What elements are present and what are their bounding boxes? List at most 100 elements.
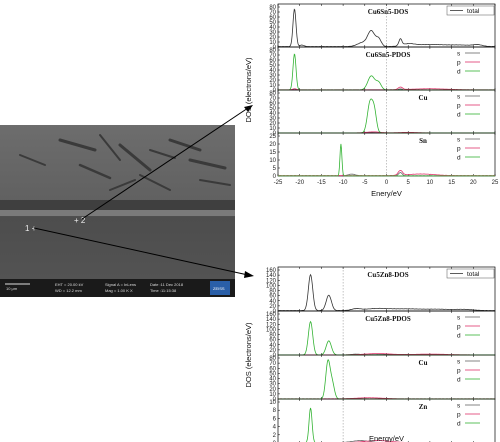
legend-entry-total: total bbox=[467, 271, 480, 278]
y-tick-label: 40 bbox=[269, 343, 276, 349]
x-axis-label: Energy/eV bbox=[369, 434, 404, 442]
y-tick-label: 0 bbox=[273, 88, 277, 94]
y-tick-label: 20 bbox=[269, 121, 276, 127]
sem-info-2b: Mag = 1.00 K X bbox=[105, 288, 133, 293]
y-tick-label: 100 bbox=[266, 283, 277, 289]
y-tick-label: 80 bbox=[269, 356, 276, 362]
callout-arrows bbox=[33, 105, 254, 278]
arrow-head-cu5zn8 bbox=[244, 271, 254, 278]
legend-entry-s: s bbox=[457, 137, 461, 144]
series-line-d bbox=[305, 407, 316, 442]
series-line-d bbox=[277, 143, 496, 177]
panel-label: Cu bbox=[419, 94, 428, 102]
y-tick-label: 8 bbox=[273, 408, 277, 414]
y-tick-label: 20 bbox=[269, 348, 276, 354]
y-tick-label: 60 bbox=[269, 15, 276, 21]
y-tick-label: 80 bbox=[269, 48, 276, 54]
legend-entry-d: d bbox=[457, 333, 461, 340]
y-tick-label: 5 bbox=[273, 166, 277, 172]
panel-label: Cu6Sn5-PDOS bbox=[366, 51, 411, 59]
sem-micrograph: 1 + + 2 10 μm EHT = 20.00 kV WD = 12.2 m… bbox=[0, 125, 235, 297]
y-tick-label: 30 bbox=[269, 116, 276, 122]
panel-zn: 0 2 4 6 8 10 Zn spd bbox=[269, 398, 496, 442]
y-tick-label: 0 bbox=[273, 45, 277, 51]
y-tick-label: 40 bbox=[269, 299, 276, 305]
series-line-d bbox=[277, 359, 495, 400]
legend-entry-d: d bbox=[457, 112, 461, 119]
y-tick-label: 160 bbox=[266, 312, 277, 318]
y-tick-label: 30 bbox=[269, 382, 276, 388]
y-tick-label: 4 bbox=[273, 425, 277, 431]
y-tick-label: 140 bbox=[266, 317, 277, 323]
y-tick-label: 80 bbox=[269, 5, 276, 11]
y-tick-label: 10 bbox=[269, 392, 276, 398]
legend-entry-p: p bbox=[457, 103, 461, 110]
zeiss-logo-text: ZEISS bbox=[213, 286, 225, 291]
sem-info-3a: Date :11 Dec 2018 bbox=[150, 282, 184, 287]
y-tick-label: 0 bbox=[273, 397, 277, 403]
y-tick-label: 70 bbox=[269, 96, 276, 102]
series-line-d bbox=[277, 98, 496, 134]
legend-box bbox=[446, 5, 495, 16]
y-tick-label: 10 bbox=[269, 126, 276, 132]
sem-info-2a: Signal A = InLens bbox=[105, 282, 136, 287]
sem-interface bbox=[0, 210, 235, 216]
y-tick-label: 10 bbox=[269, 83, 276, 89]
sem-crystals bbox=[19, 134, 231, 191]
legend-entry-p: p bbox=[457, 368, 461, 375]
y-tick-label: 40 bbox=[269, 68, 276, 74]
arrow-to-cu6sn5 bbox=[81, 107, 249, 220]
legend-entry-p: p bbox=[457, 412, 461, 419]
legend-box bbox=[446, 268, 495, 279]
y-tick-label: 20 bbox=[269, 35, 276, 41]
y-tick-label: 120 bbox=[266, 322, 277, 328]
y-tick-label: 160 bbox=[266, 268, 277, 274]
y-tick-label: 80 bbox=[269, 91, 276, 97]
sem-info-3b: Time :11:15:38 bbox=[150, 288, 177, 293]
panel-label: Cu bbox=[419, 359, 428, 367]
y-tick-label: 70 bbox=[269, 53, 276, 59]
y-tick-label: 60 bbox=[269, 338, 276, 344]
panel-sn: 0 5 10 15 20 25 Sn spd bbox=[269, 132, 496, 180]
y-tick-label: 140 bbox=[266, 273, 277, 279]
y-tick-label: 15 bbox=[269, 150, 276, 156]
x-tick-label: -10 bbox=[339, 180, 348, 186]
x-tick-label: 15 bbox=[448, 180, 455, 186]
y-tick-label: 80 bbox=[269, 333, 276, 339]
legend-entry-s: s bbox=[457, 359, 461, 366]
panel-frame bbox=[277, 354, 496, 400]
y-tick-label: 6 bbox=[273, 416, 277, 422]
sem-info-1b: WD = 12.2 mm bbox=[55, 288, 82, 293]
legend-entry-d: d bbox=[457, 155, 461, 162]
x-tick-label: 0 bbox=[385, 180, 389, 186]
y-tick-label: 10 bbox=[269, 158, 276, 164]
arrow-to-cu5zn8 bbox=[33, 227, 249, 276]
series-line-d bbox=[277, 320, 495, 356]
panel-label: Sn bbox=[419, 137, 427, 145]
y-tick-label: 100 bbox=[266, 327, 277, 333]
panel-label: Cu6Sn5-DOS bbox=[368, 8, 409, 16]
panel-label: Zn bbox=[419, 403, 428, 411]
series-line-p bbox=[350, 440, 407, 442]
x-tick-label: -25 bbox=[274, 180, 283, 186]
legend-entry-p: p bbox=[457, 146, 461, 153]
y-tick-label: 60 bbox=[269, 366, 276, 372]
x-tick-label: 10 bbox=[427, 180, 434, 186]
y-tick-label: 70 bbox=[269, 10, 276, 16]
y-tick-label: 20 bbox=[269, 387, 276, 393]
y-tick-label: 10 bbox=[269, 400, 276, 406]
legend-entry-s: s bbox=[457, 94, 461, 101]
sem-imc-layer bbox=[0, 200, 235, 210]
y-tick-label: 30 bbox=[269, 73, 276, 79]
y-tick-label: 80 bbox=[269, 289, 276, 295]
y-axis-label: DOS (electrons/eV) bbox=[244, 322, 253, 388]
panel-label: Cu5Zn8-PDOS bbox=[365, 315, 411, 323]
legend-entry-s: s bbox=[457, 315, 461, 322]
x-tick-label: 20 bbox=[470, 180, 477, 186]
